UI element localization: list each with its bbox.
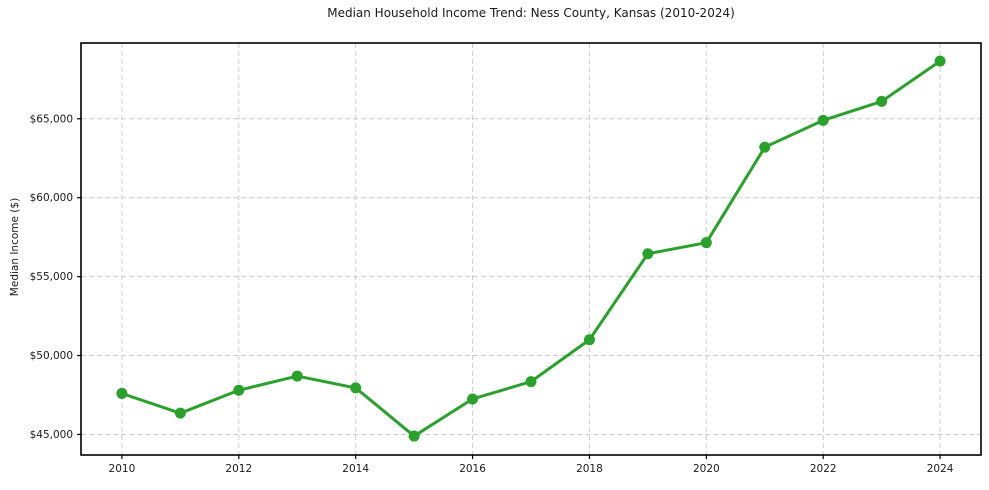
data-point-2021 <box>759 141 771 153</box>
chart-title: Median Household Income Trend: Ness Coun… <box>327 6 735 20</box>
data-point-2019 <box>642 248 654 260</box>
data-point-2011 <box>174 407 186 419</box>
data-point-2010 <box>116 387 128 399</box>
x-tick-label-2020: 2020 <box>693 463 720 475</box>
x-tick-label-2024: 2024 <box>927 463 954 475</box>
data-point-2012 <box>233 384 245 396</box>
y-tick-label-45000: $45,000 <box>30 429 73 441</box>
data-point-2015 <box>408 430 420 442</box>
data-point-2020 <box>700 237 712 249</box>
x-tick-label-2016: 2016 <box>459 463 486 475</box>
plot-border <box>80 42 982 456</box>
x-tick-label-2022: 2022 <box>810 463 837 475</box>
data-point-2022 <box>817 114 829 126</box>
data-point-2013 <box>291 370 303 382</box>
x-tick-label-2010: 2010 <box>109 463 136 475</box>
y-tick-label-65000: $65,000 <box>30 113 73 125</box>
data-point-2016 <box>467 393 479 405</box>
x-tick-label-2018: 2018 <box>576 463 603 475</box>
data-point-2024 <box>934 55 946 67</box>
x-tick-label-2014: 2014 <box>342 463 369 475</box>
y-tick-label-55000: $55,000 <box>30 271 73 283</box>
y-tick-label-50000: $50,000 <box>30 350 73 362</box>
data-point-2017 <box>525 376 537 388</box>
data-point-2014 <box>350 382 362 394</box>
y-tick-label-60000: $60,000 <box>30 192 73 204</box>
data-point-2023 <box>876 95 888 107</box>
data-point-2018 <box>583 334 595 346</box>
x-tick-label-2012: 2012 <box>225 463 252 475</box>
